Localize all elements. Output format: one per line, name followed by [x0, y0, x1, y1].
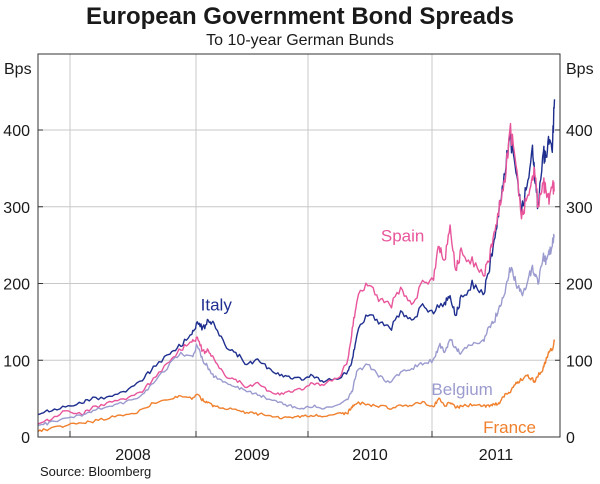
y-tick-label-left: 100 — [3, 353, 30, 370]
series-line-italy — [37, 99, 556, 416]
y-tick-label-right: 400 — [566, 123, 593, 140]
y-tick-label-right: 100 — [566, 353, 593, 370]
x-tick-label: 2008 — [115, 447, 151, 464]
series-line-spain — [37, 122, 556, 425]
x-tick-label: 2010 — [352, 447, 388, 464]
y-tick-label-left: 300 — [3, 200, 30, 217]
chart-title: European Government Bond Spreads — [86, 3, 514, 30]
gridlines — [38, 54, 560, 437]
y-tick-label-right: 300 — [566, 200, 593, 217]
y-tick-label-right: 0 — [566, 430, 575, 447]
series-label-belgium: Belgium — [431, 380, 492, 399]
x-ticks: 2008 2009 2010 2011 — [69, 431, 514, 464]
series-line-belgium — [37, 233, 555, 426]
series-label-spain: Spain — [381, 226, 424, 245]
y-unit-left: Bps — [4, 61, 32, 78]
series-label-france: France — [483, 418, 536, 437]
plot-frame — [37, 53, 561, 438]
y-tick-label-left: 200 — [3, 277, 30, 294]
y-unit-right: Bps — [566, 61, 594, 78]
series-label-italy: Italy — [201, 295, 233, 314]
y-tick-label-right: 200 — [566, 277, 593, 294]
x-tick-label: 2011 — [479, 447, 514, 464]
series-line-france — [37, 339, 556, 433]
source-note: Source: Bloomberg — [40, 464, 151, 479]
plot-area: Italy Spain Belgium France — [37, 99, 556, 437]
x-tick-label: 2009 — [234, 447, 270, 464]
y-tick-label-left: 0 — [21, 430, 30, 447]
chart-subtitle: To 10-year German Bunds — [206, 32, 394, 49]
y-tick-label-left: 400 — [3, 123, 30, 140]
y-ticks: 0 0 100 100 200 200 300 300 400 400 — [3, 123, 593, 447]
